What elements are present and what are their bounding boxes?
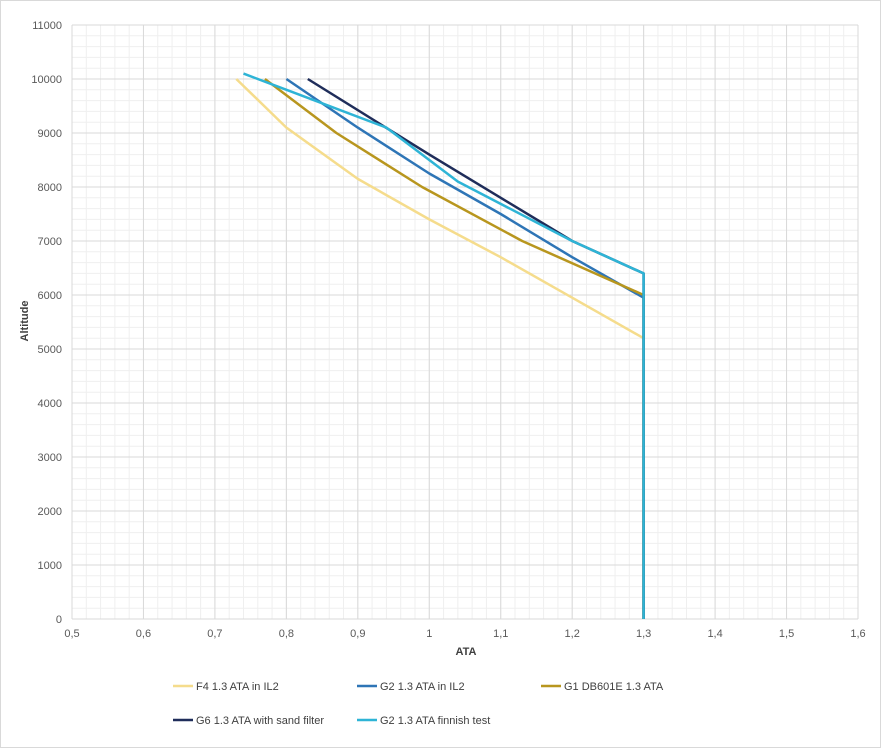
minor-gridlines bbox=[71, 24, 859, 620]
y-tick-label: 5000 bbox=[38, 344, 62, 356]
y-tick-label: 4000 bbox=[38, 398, 62, 410]
y-tick-label: 1000 bbox=[38, 560, 62, 572]
legend-label: F4 1.3 ATA in IL2 bbox=[196, 681, 279, 693]
y-axis-label: Altitude bbox=[19, 301, 31, 342]
y-tick-label: 3000 bbox=[38, 452, 62, 464]
series-line-1 bbox=[235, 78, 645, 619]
y-tick-label: 10000 bbox=[31, 74, 62, 86]
x-tick-label: 1,1 bbox=[493, 628, 508, 640]
major-gridlines bbox=[71, 24, 859, 620]
x-axis-ticks: 0,5 0,6 0,7 0,8 0,9 1 1,1 1,2 1,3 1,4 1,5 1,6 bbox=[64, 628, 865, 640]
legend-item: G1 DB601E 1.3 ATA bbox=[541, 681, 664, 693]
legend: F4 1.3 ATA in IL2 G2 1.3 ATA in IL2 G1 DB6… bbox=[173, 681, 664, 727]
y-tick-label: 9000 bbox=[38, 128, 62, 140]
y-tick-label: 2000 bbox=[38, 506, 62, 518]
legend-label: G2 1.3 ATA finnish test bbox=[380, 715, 490, 727]
legend-label: G2 1.3 ATA in IL2 bbox=[380, 681, 465, 693]
series-lines bbox=[235, 72, 645, 619]
x-tick-label: 0,9 bbox=[350, 628, 365, 640]
y-axis-ticks: 0 1000 2000 3000 4000 5000 6000 7000 8000 9000 100… bbox=[31, 20, 62, 626]
x-tick-label: 1,6 bbox=[850, 628, 865, 640]
x-tick-label: 1 bbox=[426, 628, 432, 640]
y-tick-label: 7000 bbox=[38, 236, 62, 248]
y-tick-label: 8000 bbox=[38, 182, 62, 194]
x-tick-label: 1,4 bbox=[707, 628, 722, 640]
x-axis-label: ATA bbox=[456, 646, 477, 658]
legend-item: G2 1.3 ATA in IL2 bbox=[357, 681, 465, 693]
legend-item: G2 1.3 ATA finnish test bbox=[357, 715, 490, 727]
series-line-5 bbox=[243, 72, 645, 619]
legend-label: G1 DB601E 1.3 ATA bbox=[564, 681, 664, 693]
x-tick-label: 0,7 bbox=[207, 628, 222, 640]
x-tick-label: 0,6 bbox=[136, 628, 151, 640]
x-tick-label: 0,5 bbox=[64, 628, 79, 640]
x-tick-label: 1,2 bbox=[565, 628, 580, 640]
x-tick-label: 1,3 bbox=[636, 628, 651, 640]
x-tick-label: 0,8 bbox=[279, 628, 294, 640]
y-tick-label: 11000 bbox=[32, 20, 62, 32]
y-tick-label: 0 bbox=[56, 614, 62, 626]
y-tick-label: 6000 bbox=[38, 290, 62, 302]
x-tick-label: 1,5 bbox=[779, 628, 794, 640]
legend-item: F4 1.3 ATA in IL2 bbox=[173, 681, 279, 693]
legend-item: G6 1.3 ATA with sand filter bbox=[173, 715, 324, 727]
legend-label: G6 1.3 ATA with sand filter bbox=[196, 715, 324, 727]
